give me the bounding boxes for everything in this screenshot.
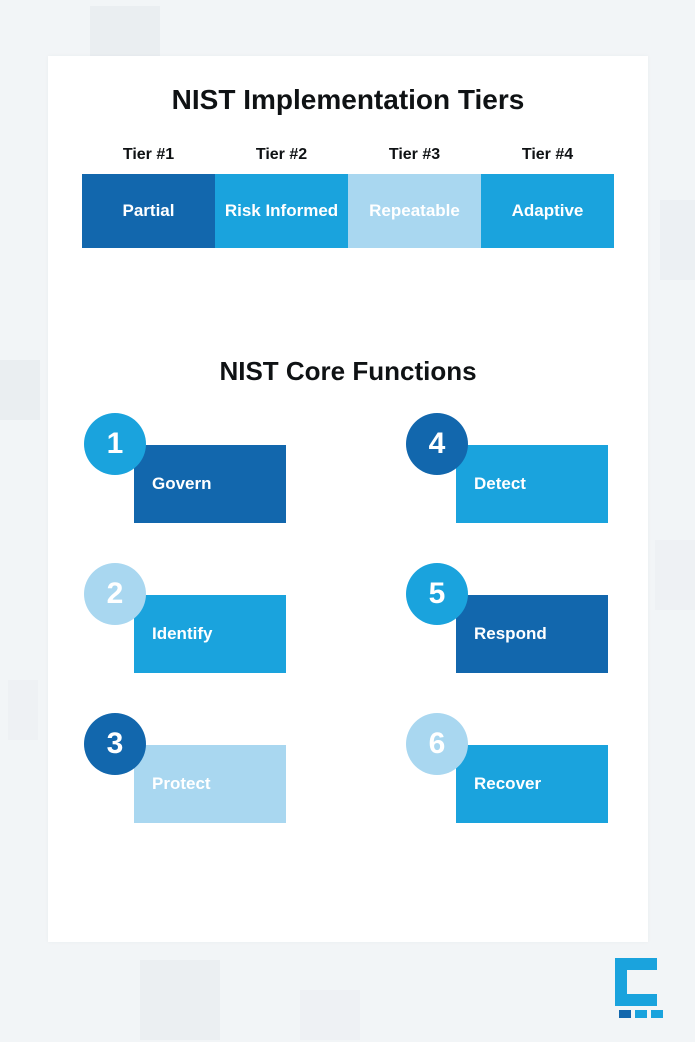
- tiers-value-row: Partial Risk Informed Repeatable Adaptiv…: [82, 174, 614, 248]
- function-protect: Protect 3: [84, 713, 294, 821]
- function-box: Protect: [134, 745, 286, 823]
- function-box: Recover: [456, 745, 608, 823]
- function-badge: 3: [84, 713, 146, 775]
- tier-header: Tier #4: [481, 140, 614, 174]
- content-card: NIST Implementation Tiers Tier #1 Tier #…: [48, 56, 648, 942]
- function-identify: Identify 2: [84, 563, 294, 671]
- tier-cell-repeatable: Repeatable: [348, 174, 481, 248]
- bg-decoration: [655, 540, 695, 610]
- tiers-header-row: Tier #1 Tier #2 Tier #3 Tier #4: [82, 140, 614, 174]
- tier-header: Tier #3: [348, 140, 481, 174]
- bg-decoration: [140, 960, 220, 1040]
- functions-grid: Govern 1 Detect 4 Identify 2 Respond 5 P…: [82, 413, 614, 821]
- function-respond: Respond 5: [406, 563, 616, 671]
- function-box: Govern: [134, 445, 286, 523]
- function-detect: Detect 4: [406, 413, 616, 521]
- function-govern: Govern 1: [84, 413, 294, 521]
- function-badge: 6: [406, 713, 468, 775]
- tier-cell-adaptive: Adaptive: [481, 174, 614, 248]
- function-badge: 2: [84, 563, 146, 625]
- tier-header: Tier #2: [215, 140, 348, 174]
- tiers-title: NIST Implementation Tiers: [82, 84, 614, 116]
- tier-cell-partial: Partial: [82, 174, 215, 248]
- brand-logo-icon: [599, 952, 669, 1020]
- bg-decoration: [0, 360, 40, 420]
- bg-decoration: [660, 200, 695, 280]
- function-badge: 5: [406, 563, 468, 625]
- function-box: Respond: [456, 595, 608, 673]
- tier-cell-risk-informed: Risk Informed: [215, 174, 348, 248]
- functions-title: NIST Core Functions: [82, 356, 614, 387]
- function-box: Identify: [134, 595, 286, 673]
- tier-header: Tier #1: [82, 140, 215, 174]
- function-badge: 1: [84, 413, 146, 475]
- bg-decoration: [300, 990, 360, 1040]
- function-box: Detect: [456, 445, 608, 523]
- function-badge: 4: [406, 413, 468, 475]
- function-recover: Recover 6: [406, 713, 616, 821]
- bg-decoration: [8, 680, 38, 740]
